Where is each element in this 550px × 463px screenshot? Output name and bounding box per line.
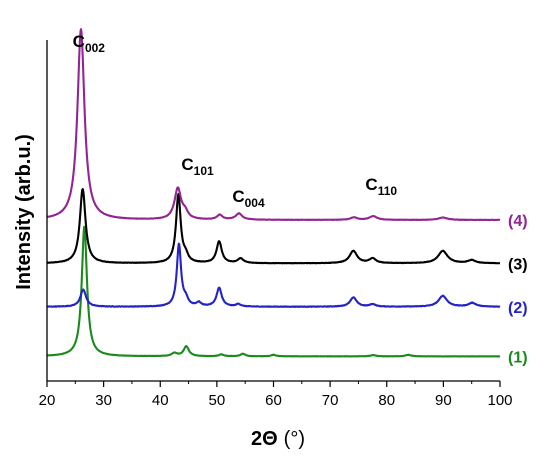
- peak-label-101: C101: [181, 155, 214, 178]
- x-tick-label: 70: [322, 392, 339, 409]
- peak-label-004: C004: [232, 187, 265, 210]
- x-tick-label: 30: [95, 392, 112, 409]
- series-line-2: [46, 242, 501, 308]
- series-label-2: (2): [508, 300, 528, 317]
- x-axis-title: 2Θ (°): [251, 428, 305, 450]
- x-tick-label: 50: [209, 392, 226, 409]
- x-tick-labels: 20 30 40 50 60 70 80 90 100: [39, 392, 513, 409]
- peak-label-110: C110: [365, 175, 397, 198]
- series-line-1: [46, 225, 501, 358]
- x-tick-label: 100: [487, 392, 512, 409]
- x-tick-label: 80: [378, 392, 395, 409]
- x-tick-label: 60: [265, 392, 282, 409]
- peak-label-002: C002: [73, 32, 106, 55]
- peak-labels: C002 C101 C004 C110: [73, 32, 398, 210]
- series-label-3: (3): [508, 256, 528, 273]
- y-axis-title: Intensity (arb.u.): [13, 134, 35, 290]
- x-ticks: [46, 381, 501, 387]
- x-axis-title-unit: (°): [284, 428, 305, 450]
- series-label-1: (1): [508, 349, 528, 366]
- plot-area: [46, 28, 501, 358]
- series-line-3: [46, 188, 501, 265]
- x-tick-label: 20: [39, 392, 56, 409]
- series-line-4: [46, 28, 501, 222]
- x-tick-label: 90: [435, 392, 452, 409]
- series-labels: (1) (2) (3) (4): [508, 213, 528, 366]
- x-tick-label: 40: [152, 392, 169, 409]
- series-label-4: (4): [508, 213, 528, 230]
- x-axis-title-main: 2Θ: [251, 428, 278, 450]
